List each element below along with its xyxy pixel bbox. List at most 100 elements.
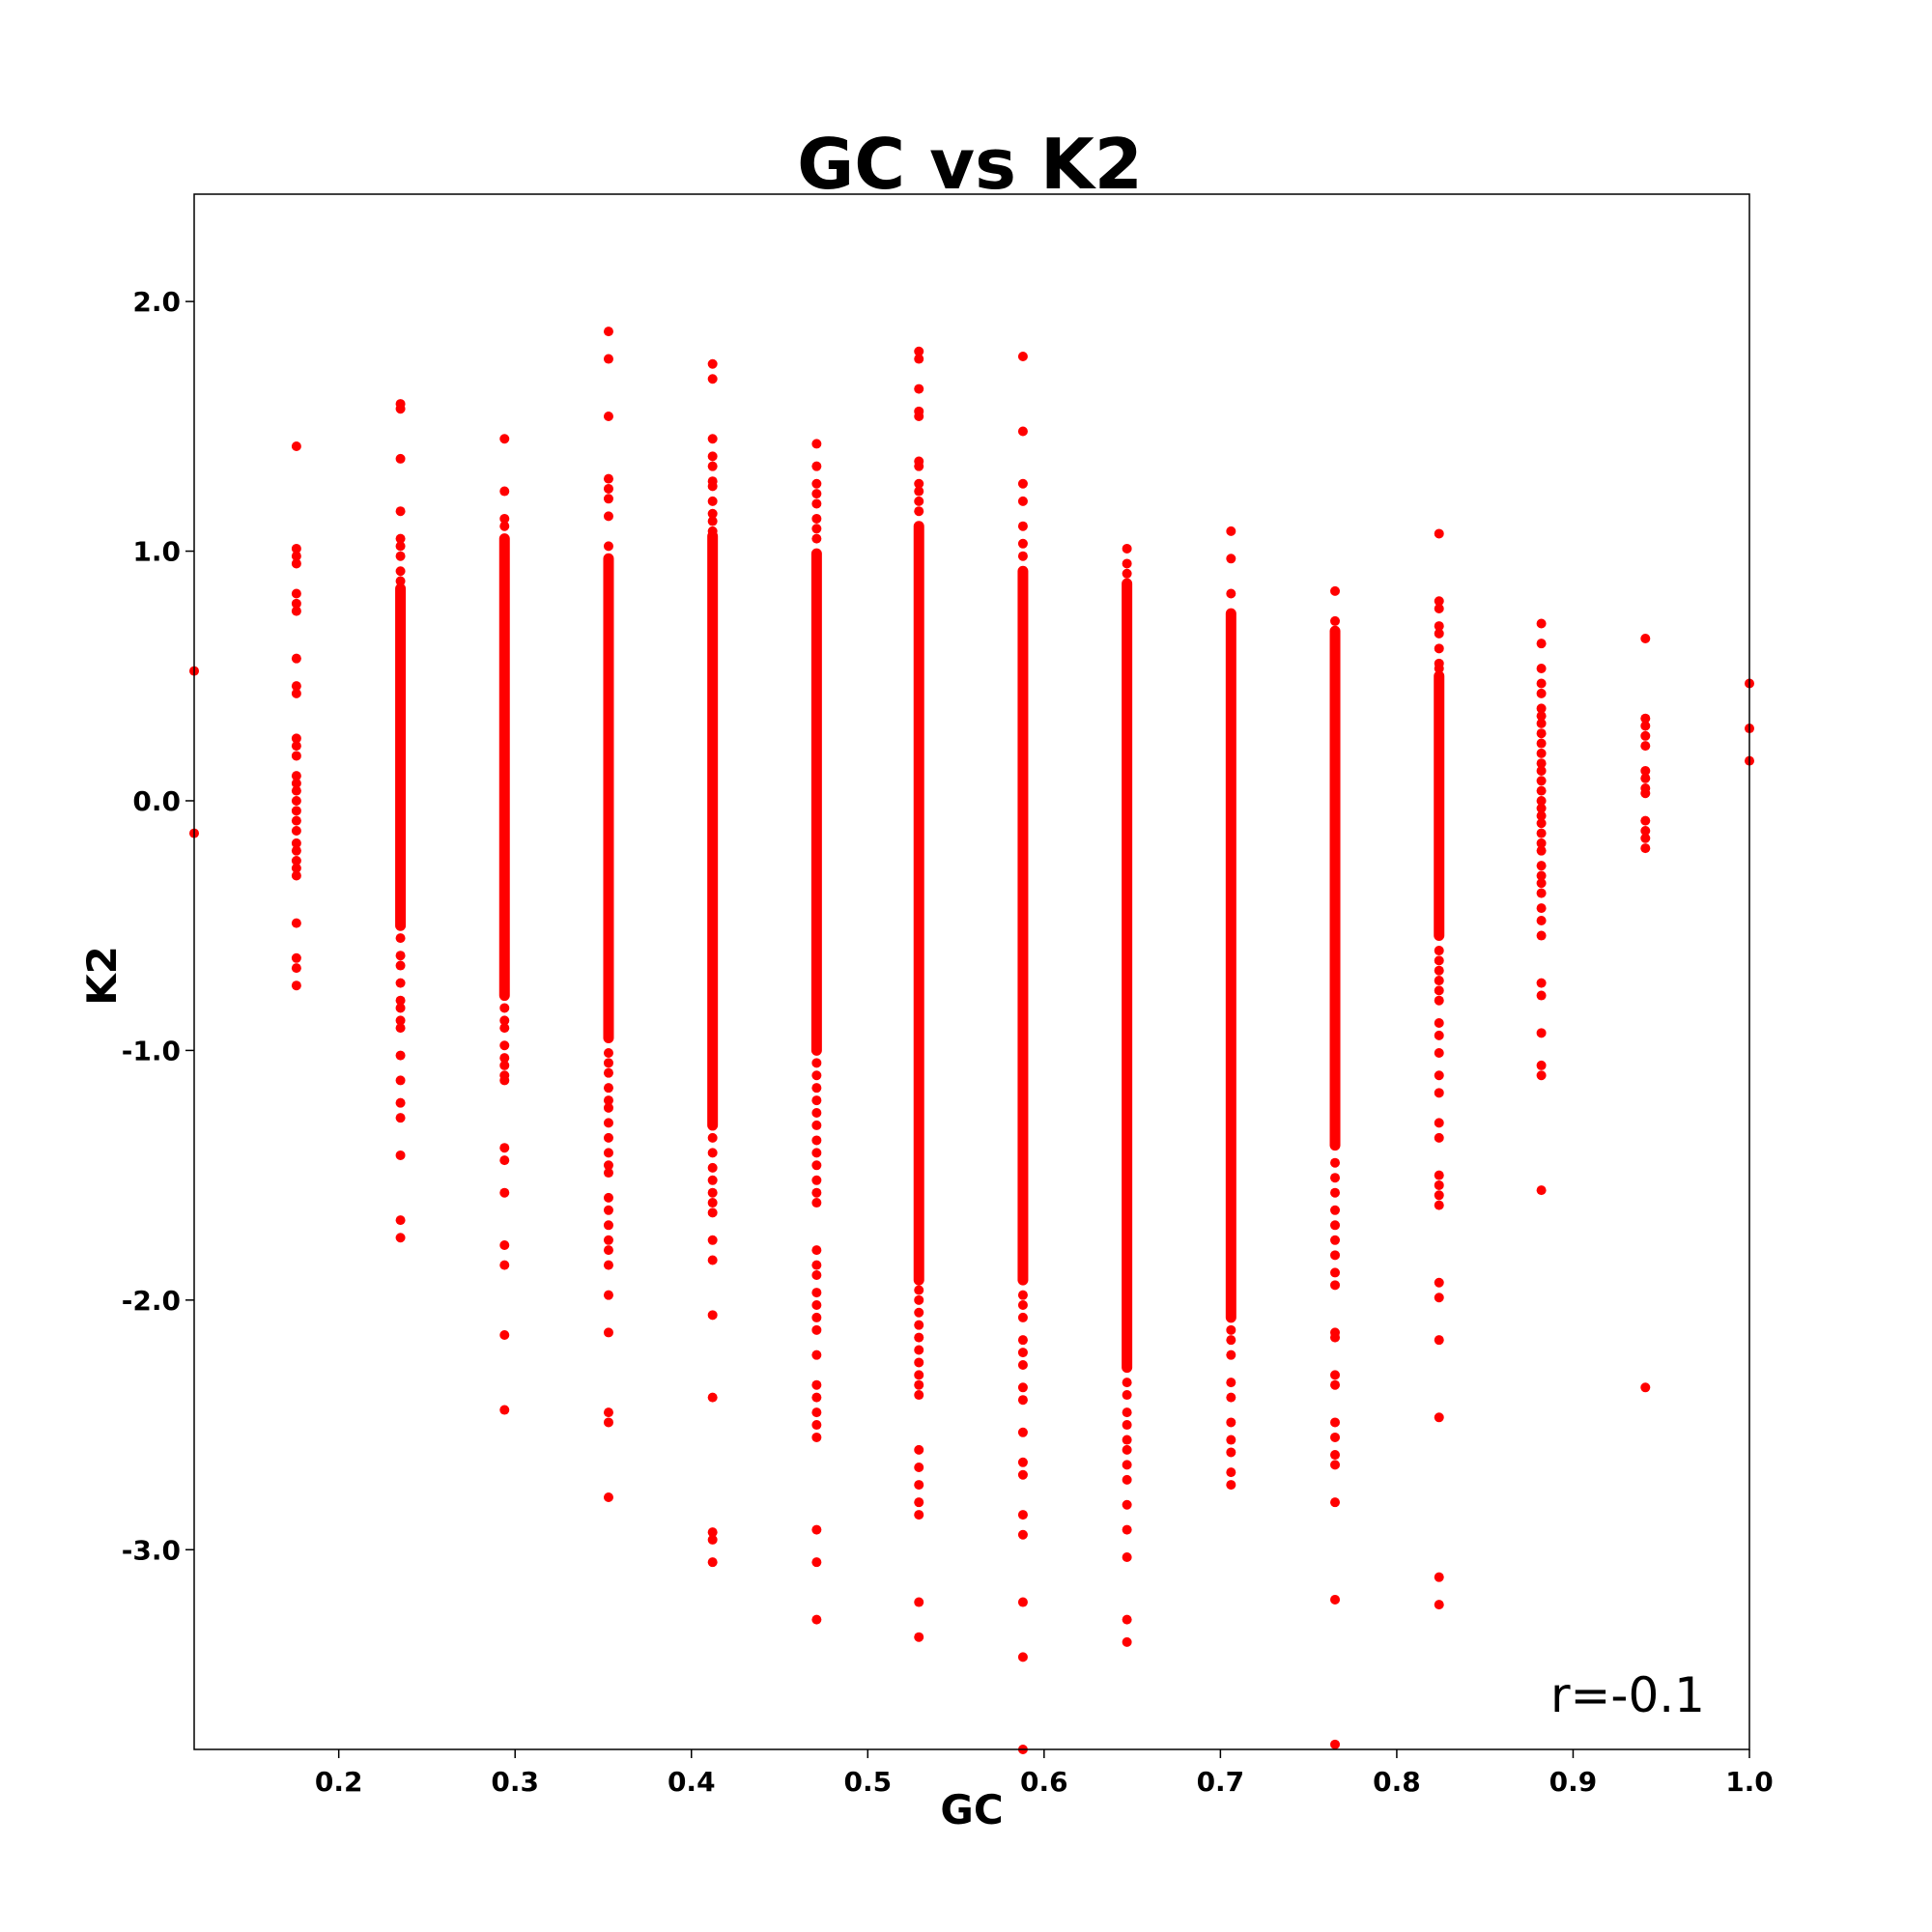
data-point	[1330, 1432, 1341, 1442]
data-point	[395, 576, 406, 586]
data-point	[1122, 1552, 1132, 1563]
data-point	[1640, 730, 1651, 741]
data-point	[395, 404, 406, 414]
data-point	[291, 653, 301, 664]
data-point	[1640, 833, 1651, 843]
data-point	[603, 1047, 613, 1058]
data-point	[1122, 558, 1132, 569]
data-point	[707, 1132, 718, 1143]
data-point	[811, 498, 822, 509]
data-point	[811, 1324, 822, 1335]
data-point	[291, 980, 301, 991]
data-point	[1536, 870, 1547, 881]
data-point	[914, 486, 924, 497]
data-point	[1017, 521, 1028, 531]
data-point	[811, 439, 822, 449]
x-tick-label: 0.2	[315, 1766, 363, 1798]
data-point	[811, 489, 822, 499]
data-point	[1226, 588, 1236, 599]
data-point	[811, 513, 822, 524]
data-point	[1434, 1179, 1444, 1190]
correlation-annotation: r=-0.1	[1550, 1667, 1705, 1723]
data-point	[603, 1220, 613, 1231]
data-point	[1226, 1467, 1236, 1478]
data-point	[395, 1075, 406, 1086]
data-point	[1017, 1382, 1028, 1393]
data-point	[914, 354, 924, 364]
chart-title: GC vs K2	[797, 124, 1143, 205]
data-point	[1434, 1070, 1444, 1081]
data-point	[1330, 1173, 1341, 1183]
data-point	[914, 1597, 924, 1607]
x-tick-label: 0.7	[1197, 1766, 1245, 1798]
data-point	[1122, 1636, 1132, 1647]
data-point	[1122, 1499, 1132, 1510]
data-point	[1536, 664, 1547, 674]
data-point	[1330, 1250, 1341, 1261]
data-point	[1536, 639, 1547, 649]
data-point	[1226, 1335, 1236, 1346]
data-point	[603, 1132, 613, 1143]
x-tick-label: 0.9	[1549, 1766, 1598, 1798]
data-point	[1640, 788, 1651, 799]
data-point	[811, 533, 822, 544]
data-point	[1017, 1360, 1028, 1371]
data-point	[1434, 1047, 1444, 1058]
data-point	[811, 1058, 822, 1068]
data-point	[811, 1095, 822, 1106]
data-point	[1536, 1070, 1547, 1081]
data-point	[1434, 965, 1444, 976]
data-point	[1017, 1510, 1028, 1520]
data-point	[1536, 930, 1547, 941]
data-point	[707, 1175, 718, 1185]
data-point	[291, 598, 301, 609]
data-point	[1536, 903, 1547, 914]
data-point	[1434, 621, 1444, 632]
data-point	[291, 963, 301, 974]
data-point	[707, 1534, 718, 1545]
data-point	[811, 1148, 822, 1158]
data-point	[499, 1060, 510, 1070]
data-point	[1226, 1378, 1236, 1388]
data-point	[707, 1208, 718, 1218]
data-point	[811, 1407, 822, 1418]
data-point	[811, 1187, 822, 1198]
data-point	[603, 1168, 613, 1179]
data-point	[1640, 825, 1651, 836]
x-axis-label: GC	[940, 1786, 1003, 1833]
data-point	[291, 918, 301, 928]
data-point	[1330, 1332, 1341, 1343]
data-point	[1434, 664, 1444, 674]
data-point	[914, 1357, 924, 1368]
data-point	[811, 1288, 822, 1298]
data-point	[1122, 1460, 1132, 1470]
data-point	[1017, 1335, 1028, 1346]
data-point	[914, 1390, 924, 1401]
x-tick-label: 0.4	[668, 1766, 716, 1798]
data-point	[1330, 1370, 1341, 1380]
data-point	[499, 1040, 510, 1051]
data-point	[603, 1245, 613, 1256]
data-point	[914, 496, 924, 506]
data-point	[291, 606, 301, 616]
data-point	[499, 1239, 510, 1250]
data-point	[1640, 1382, 1651, 1393]
data-point	[603, 1148, 613, 1158]
data-point	[395, 933, 406, 944]
data-point	[291, 688, 301, 698]
data-point	[1536, 678, 1547, 689]
y-tick-label: 1.0	[132, 536, 181, 568]
data-point	[707, 358, 718, 369]
data-point	[1330, 615, 1341, 626]
data-point	[811, 1269, 822, 1280]
data-point	[914, 1307, 924, 1318]
data-point	[1330, 1417, 1341, 1428]
data-point	[1640, 713, 1651, 724]
data-point	[707, 434, 718, 444]
data-point	[914, 1345, 924, 1355]
data-point	[914, 346, 924, 356]
data-point	[811, 478, 822, 489]
data-point	[499, 1015, 510, 1026]
data-point	[1640, 815, 1651, 826]
x-tick-label: 0.6	[1020, 1766, 1068, 1798]
